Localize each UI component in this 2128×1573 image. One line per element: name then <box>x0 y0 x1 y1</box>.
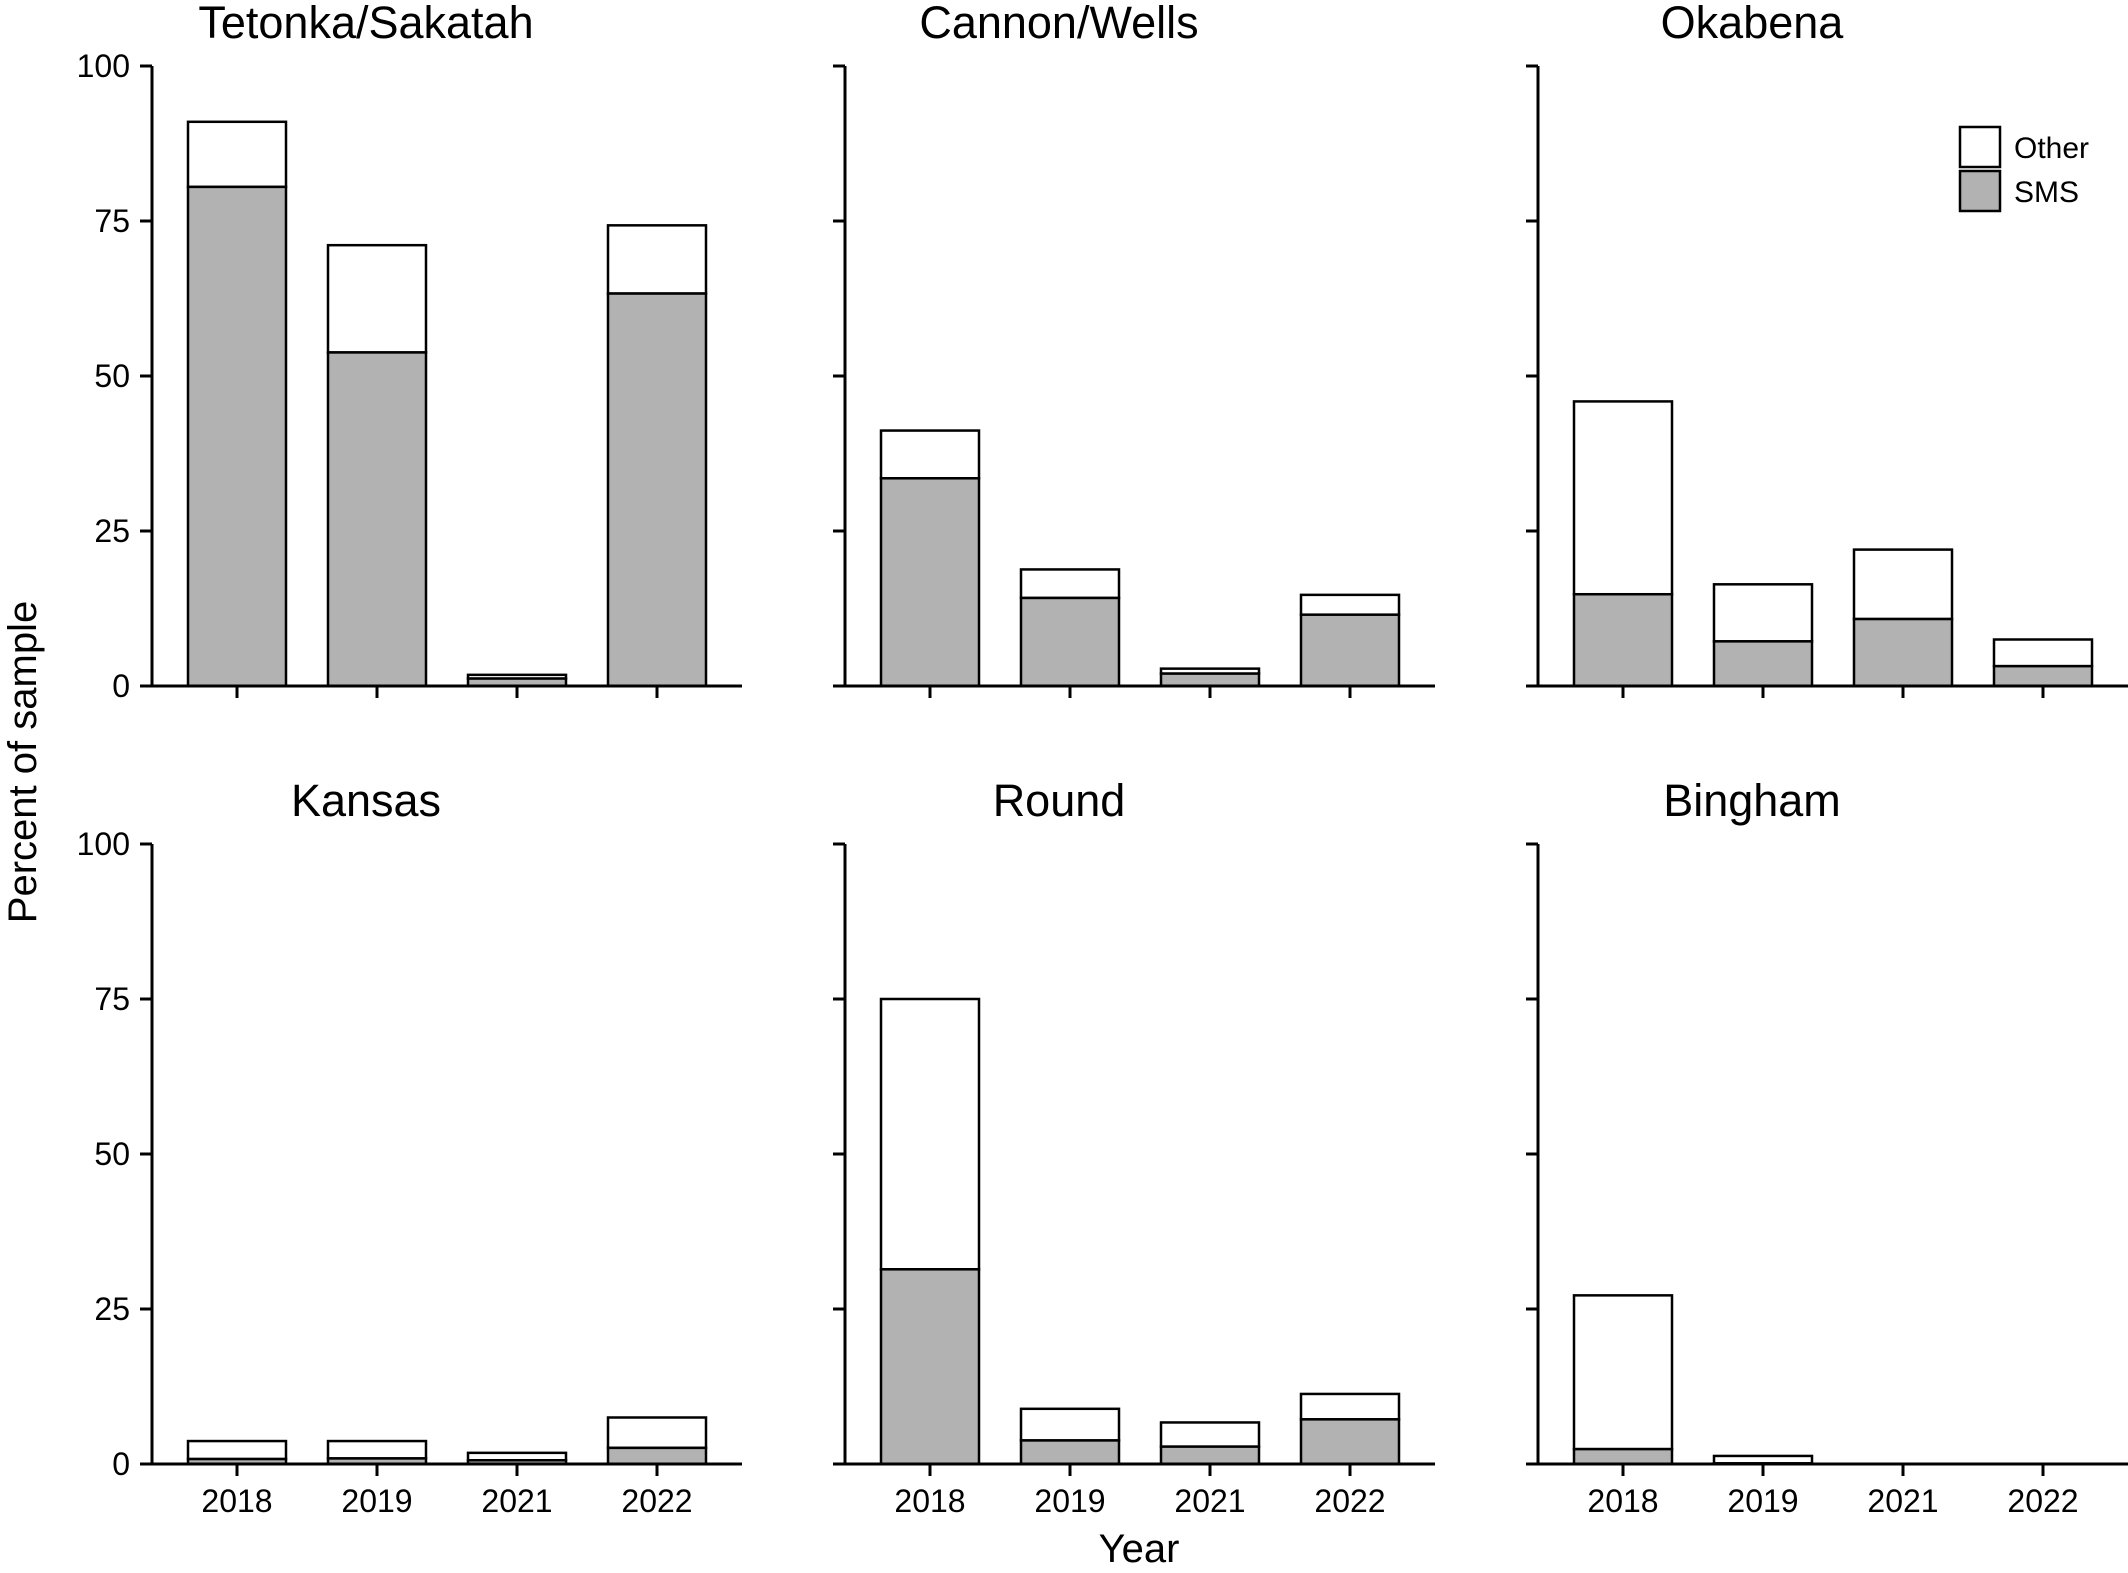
bar-sms-2018 <box>186 185 288 688</box>
panel-title: Bingham <box>1663 775 1841 826</box>
panel-0: Tetonka/Sakatah 0 25 50 75 100 <box>77 0 742 704</box>
x-tick-label: 2021 <box>481 1483 552 1519</box>
bar-other-2018 <box>186 120 288 189</box>
bar-sms-2022 <box>1299 1418 1401 1466</box>
bar-sms-2021 <box>1159 672 1261 688</box>
bar-other-2021 <box>1852 548 1954 621</box>
bar-other-2018 <box>1572 1294 1674 1451</box>
legend: Other SMS <box>1958 125 2089 213</box>
bar-other-2019 <box>326 243 428 354</box>
x-tick-label: 2018 <box>201 1483 272 1519</box>
bar-sms-2018 <box>879 1268 981 1466</box>
bar-other-2022 <box>606 224 708 295</box>
y-tick-label: 100 <box>77 48 130 84</box>
bar-sms-2022 <box>606 1446 708 1466</box>
legend-swatch-other <box>1958 125 2002 169</box>
y-tick-label: 25 <box>94 1291 130 1327</box>
panel-title: Cannon/Wells <box>919 0 1198 48</box>
bar-sms-2022 <box>1992 664 2094 688</box>
legend-label-sms: SMS <box>2014 176 2079 209</box>
panel-title: Okabena <box>1661 0 1845 48</box>
legend-label-other: Other <box>2014 132 2089 165</box>
panel-title: Tetonka/Sakatah <box>198 0 533 48</box>
x-tick-label: 2019 <box>1727 1483 1798 1519</box>
y-tick-label: 75 <box>94 981 130 1017</box>
bar-other-2018 <box>879 997 981 1271</box>
x-tick-label: 2021 <box>1867 1483 1938 1519</box>
x-axis-label: Year <box>1099 1527 1180 1568</box>
bar-other-2019 <box>326 1439 428 1460</box>
bar-other-2019 <box>1712 583 1814 643</box>
bar-sms-2019 <box>1019 1439 1121 1466</box>
bar-sms-2018 <box>1572 592 1674 688</box>
bar-sms-2021 <box>1852 617 1954 688</box>
panel-title: Kansas <box>291 775 441 826</box>
panel-title: Round <box>993 775 1126 826</box>
x-tick-label: 2022 <box>621 1483 692 1519</box>
x-tick-label: 2019 <box>1034 1483 1105 1519</box>
panel-4: Round 2018 2019 2021 2022 <box>833 775 1435 1519</box>
bar-sms-2022 <box>606 292 708 688</box>
bar-sms-2021 <box>1159 1445 1261 1466</box>
panels: Tetonka/Sakatah 0 25 50 75 100 Cannon/Wells Oka… <box>77 0 2128 1519</box>
y-tick-label: 25 <box>94 513 130 549</box>
x-tick-label: 2019 <box>341 1483 412 1519</box>
bar-sms-2019 <box>1019 596 1121 688</box>
y-tick-label: 0 <box>112 1446 130 1482</box>
bar-other-2018 <box>1572 400 1674 596</box>
y-tick-label: 50 <box>94 358 130 394</box>
panel-2: Okabena <box>1526 0 2128 698</box>
bar-other-2022 <box>1299 593 1401 616</box>
bar-sms-2019 <box>326 351 428 688</box>
y-tick-label: 50 <box>94 1136 130 1172</box>
bar-other-2022 <box>1299 1392 1401 1421</box>
bar-other-2018 <box>186 1439 288 1461</box>
bar-other-2022 <box>606 1416 708 1450</box>
x-tick-label: 2022 <box>1314 1483 1385 1519</box>
y-tick-label: 0 <box>112 668 130 704</box>
panel-5: Bingham 2018 2019 2021 2022 <box>1526 775 2128 1519</box>
y-axis-label: Percent of sample <box>1 601 45 923</box>
x-tick-label: 2021 <box>1174 1483 1245 1519</box>
legend-swatch-sms <box>1958 169 2002 213</box>
bar-other-2019 <box>1019 1407 1121 1442</box>
x-tick-label: 2022 <box>2007 1483 2078 1519</box>
y-tick-label: 75 <box>94 203 130 239</box>
bar-sms-2019 <box>1712 640 1814 688</box>
y-tick-label: 100 <box>77 826 130 862</box>
bar-sms-2018 <box>1572 1447 1674 1466</box>
bar-other-2021 <box>1159 1421 1261 1448</box>
x-tick-label: 2018 <box>1587 1483 1658 1519</box>
panel-3: Kansas 0 25 50 75 100 2018 2019 2021 2022 <box>77 775 742 1519</box>
bar-sms-2018 <box>879 477 981 688</box>
bar-other-2022 <box>1992 638 2094 668</box>
x-tick-label: 2018 <box>894 1483 965 1519</box>
bar-other-2018 <box>879 429 981 480</box>
bar-other-2019 <box>1019 568 1121 600</box>
bar-sms-2022 <box>1299 613 1401 688</box>
panel-1: Cannon/Wells <box>833 0 1435 698</box>
